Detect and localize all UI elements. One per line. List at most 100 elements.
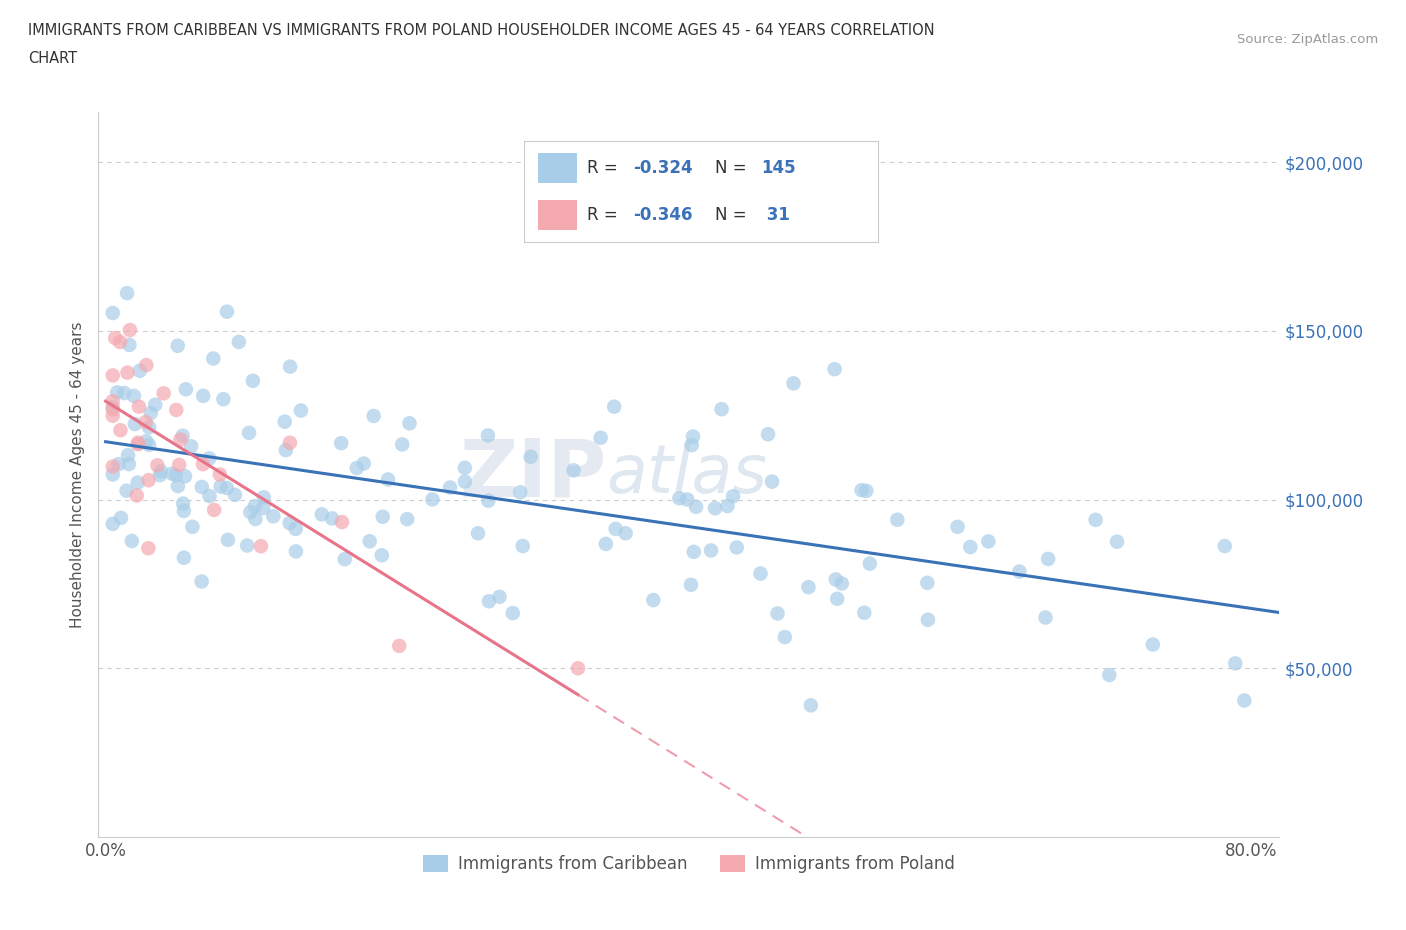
Point bbox=[946, 520, 969, 535]
Point bbox=[166, 339, 188, 353]
Point bbox=[766, 606, 789, 621]
Point bbox=[172, 496, 194, 511]
Point bbox=[1035, 610, 1057, 625]
Point bbox=[262, 509, 284, 524]
Point bbox=[212, 392, 235, 406]
Point bbox=[502, 605, 524, 620]
Point bbox=[917, 612, 939, 627]
Point bbox=[284, 544, 307, 559]
Point bbox=[886, 512, 908, 527]
Point bbox=[371, 510, 394, 525]
Point bbox=[278, 359, 301, 374]
Point bbox=[174, 469, 197, 484]
Point bbox=[278, 435, 301, 450]
Point bbox=[519, 449, 541, 464]
Point bbox=[478, 594, 501, 609]
Point bbox=[124, 417, 146, 432]
Point bbox=[290, 403, 312, 418]
Point bbox=[121, 534, 143, 549]
Point bbox=[118, 323, 141, 338]
Point bbox=[208, 467, 231, 482]
Point bbox=[721, 489, 744, 504]
Point bbox=[215, 304, 238, 319]
Point bbox=[242, 373, 264, 388]
Point bbox=[101, 306, 124, 321]
Point bbox=[173, 551, 195, 565]
Point bbox=[853, 605, 876, 620]
Point bbox=[105, 385, 128, 400]
Point bbox=[716, 498, 738, 513]
Point bbox=[467, 525, 489, 540]
Point bbox=[118, 338, 141, 352]
Point bbox=[321, 511, 343, 525]
Point bbox=[824, 572, 846, 587]
Point bbox=[138, 472, 160, 487]
Point bbox=[238, 425, 260, 440]
Point bbox=[509, 485, 531, 499]
Point bbox=[359, 534, 381, 549]
Point bbox=[239, 505, 262, 520]
Point bbox=[668, 491, 690, 506]
Point bbox=[181, 519, 204, 534]
Point bbox=[190, 574, 212, 589]
Point bbox=[167, 458, 190, 472]
Point bbox=[191, 480, 214, 495]
Point bbox=[110, 511, 132, 525]
Y-axis label: Householder Income Ages 45 - 64 years: Householder Income Ages 45 - 64 years bbox=[69, 321, 84, 628]
Point bbox=[363, 408, 385, 423]
Point bbox=[101, 408, 124, 423]
Point bbox=[152, 386, 174, 401]
Point bbox=[127, 437, 149, 452]
Point bbox=[110, 423, 132, 438]
Text: atlas: atlas bbox=[606, 442, 768, 507]
Point bbox=[209, 479, 232, 494]
Point bbox=[128, 364, 150, 379]
Point bbox=[710, 402, 733, 417]
Point bbox=[202, 351, 225, 365]
Point bbox=[377, 472, 399, 487]
Point bbox=[202, 502, 225, 517]
Point bbox=[685, 499, 707, 514]
Text: IMMIGRANTS FROM CARIBBEAN VS IMMIGRANTS FROM POLAND HOUSEHOLDER INCOME AGES 45 -: IMMIGRANTS FROM CARIBBEAN VS IMMIGRANTS … bbox=[28, 23, 935, 38]
Point bbox=[169, 432, 191, 447]
Point bbox=[589, 431, 612, 445]
Point bbox=[165, 403, 187, 418]
Point bbox=[101, 516, 124, 531]
Point bbox=[679, 578, 702, 592]
Point bbox=[160, 466, 183, 481]
Point bbox=[117, 447, 139, 462]
Point bbox=[700, 543, 723, 558]
Point bbox=[174, 382, 197, 397]
Point bbox=[831, 576, 853, 591]
Point bbox=[122, 389, 145, 404]
Point bbox=[824, 362, 846, 377]
Point bbox=[749, 566, 772, 581]
Point bbox=[138, 437, 160, 452]
Point bbox=[346, 460, 368, 475]
Point bbox=[224, 487, 246, 502]
Point bbox=[477, 428, 499, 443]
Point bbox=[682, 544, 704, 559]
Point bbox=[1233, 693, 1256, 708]
Point bbox=[143, 397, 166, 412]
Point bbox=[1225, 656, 1247, 671]
Point bbox=[977, 534, 1000, 549]
Point bbox=[851, 483, 873, 498]
Point bbox=[215, 481, 238, 496]
Point bbox=[859, 556, 882, 571]
Point bbox=[193, 389, 215, 404]
Point bbox=[1008, 565, 1031, 579]
Point bbox=[1142, 637, 1164, 652]
Point bbox=[800, 698, 823, 712]
Point bbox=[855, 484, 877, 498]
Point bbox=[917, 576, 939, 591]
Point bbox=[388, 639, 411, 654]
Point bbox=[128, 399, 150, 414]
Point bbox=[330, 514, 353, 529]
Point bbox=[101, 467, 124, 482]
Legend: Immigrants from Caribbean, Immigrants from Poland: Immigrants from Caribbean, Immigrants fr… bbox=[416, 848, 962, 880]
Point bbox=[567, 661, 589, 676]
Text: Source: ZipAtlas.com: Source: ZipAtlas.com bbox=[1237, 33, 1378, 46]
Point bbox=[228, 335, 250, 350]
Point bbox=[477, 493, 499, 508]
